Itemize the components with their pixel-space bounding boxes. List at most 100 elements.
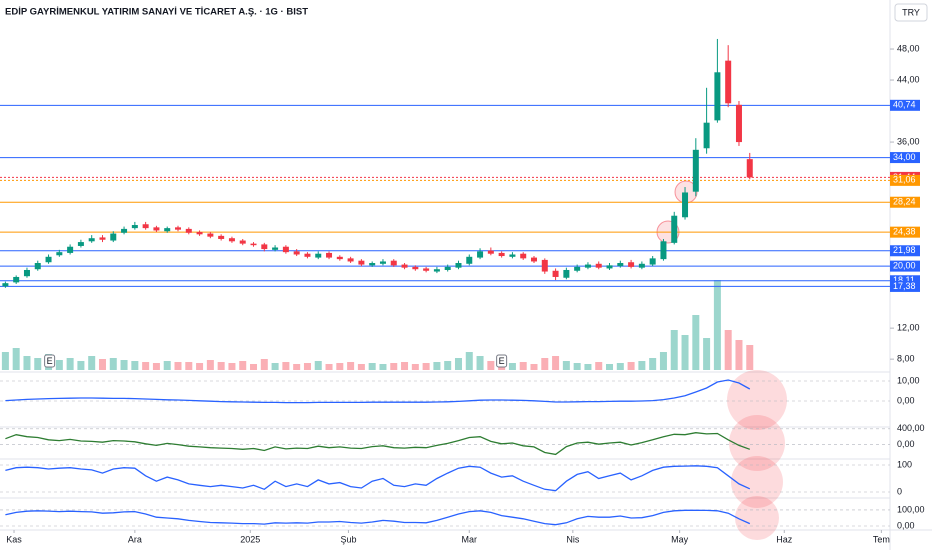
volume-bar	[260, 359, 268, 370]
candle-body	[746, 159, 753, 178]
volume-bar	[271, 363, 279, 370]
candle-body	[336, 256, 343, 260]
highlight-circle	[731, 456, 783, 508]
candle-body	[703, 122, 710, 149]
candle-body	[520, 253, 527, 259]
volume-bar	[23, 356, 31, 370]
y-tick-label: 8,00	[897, 354, 915, 364]
candle-body	[509, 254, 516, 257]
candle-body	[88, 238, 95, 242]
candle-body	[175, 227, 181, 230]
candle-body	[552, 270, 559, 277]
volume-bar	[77, 361, 85, 370]
volume-bar	[487, 361, 495, 370]
volume-bar	[735, 340, 743, 370]
volume-bar	[336, 363, 344, 370]
candle-body	[250, 243, 257, 246]
currency-box[interactable]	[894, 3, 928, 22]
volume-bar	[12, 348, 20, 370]
x-tick-label: 2025	[240, 534, 260, 544]
x-tick-label: Ara	[128, 534, 142, 544]
highlight-circle	[735, 496, 779, 540]
volume-bar	[303, 363, 311, 370]
volume-bar	[185, 362, 193, 370]
candle-body	[164, 228, 171, 232]
volume-bar	[314, 361, 322, 370]
volume-bar	[206, 360, 214, 370]
indicator-tick-label: 0,00	[897, 520, 915, 530]
volume-bar	[109, 358, 117, 370]
volume-bar	[282, 362, 290, 370]
volume-bar	[444, 361, 452, 370]
candle-body	[682, 192, 689, 218]
candle-body	[735, 104, 742, 143]
y-tick-label: 48,00	[897, 43, 920, 53]
volume-bar	[357, 364, 365, 370]
currency: TRY	[902, 7, 920, 17]
candle-body	[347, 258, 354, 262]
volume-bar	[34, 358, 42, 370]
candle-body	[207, 233, 214, 237]
candle-body	[218, 235, 225, 239]
volume-bar	[595, 362, 603, 370]
volume-bar	[584, 364, 592, 370]
volume-bar	[347, 362, 355, 370]
volume-bar	[562, 361, 570, 370]
indicator-tick-label: 0,00	[897, 439, 915, 449]
volume-bar	[616, 363, 624, 370]
indicator-tick-label: 0	[897, 486, 902, 496]
level-label-box	[890, 226, 920, 238]
candle-body	[444, 266, 451, 270]
volume-bar	[519, 362, 527, 370]
candle-body	[433, 269, 440, 272]
volume-bar	[552, 356, 560, 370]
event-marker	[496, 354, 508, 368]
candle-body	[239, 240, 246, 244]
candle-body	[45, 256, 52, 263]
candle-body	[34, 263, 41, 270]
candle-body	[358, 260, 365, 265]
candle-body	[714, 72, 721, 121]
candle-body	[466, 256, 473, 264]
level-label-box	[890, 152, 920, 164]
volume-bar	[573, 363, 581, 370]
volume-bar	[454, 358, 462, 370]
volume-bar	[508, 363, 516, 370]
level-label: 40,74	[893, 100, 916, 110]
volume-bar	[670, 330, 678, 370]
candle-body	[563, 269, 570, 278]
candle-body	[56, 252, 63, 256]
volume-bar	[55, 360, 63, 370]
candle-body	[153, 227, 160, 231]
volume-bar	[66, 358, 74, 370]
candle-body	[541, 259, 548, 272]
candle-body	[477, 251, 484, 258]
candle-body	[23, 269, 30, 277]
candle-body	[412, 266, 419, 270]
indicator-tick-label: 0,00	[897, 395, 915, 405]
event-marker	[44, 354, 56, 368]
candle-body	[487, 250, 494, 254]
level-label: 21,98	[893, 245, 916, 255]
indicator-line	[5, 509, 751, 526]
candle-body	[638, 263, 645, 268]
level-label: 28,24	[893, 197, 916, 207]
y-tick-label: 44,00	[897, 74, 920, 84]
candle-body	[649, 258, 656, 265]
level-label: 34,00	[893, 152, 916, 162]
candle-body	[121, 228, 128, 233]
volume-bar	[692, 315, 700, 370]
candle-body	[725, 60, 732, 104]
level-label: 18,11	[893, 275, 915, 285]
volume-bar	[606, 364, 614, 370]
candle-body	[390, 260, 397, 266]
candle-body	[584, 264, 591, 268]
volume-bar	[465, 352, 473, 370]
volume-bar	[422, 363, 430, 370]
volume-bar	[163, 361, 171, 370]
y-tick-label: 36,00	[897, 136, 920, 146]
volume-bar	[88, 356, 96, 370]
volume-bar	[98, 359, 106, 370]
candle-body	[282, 246, 289, 253]
